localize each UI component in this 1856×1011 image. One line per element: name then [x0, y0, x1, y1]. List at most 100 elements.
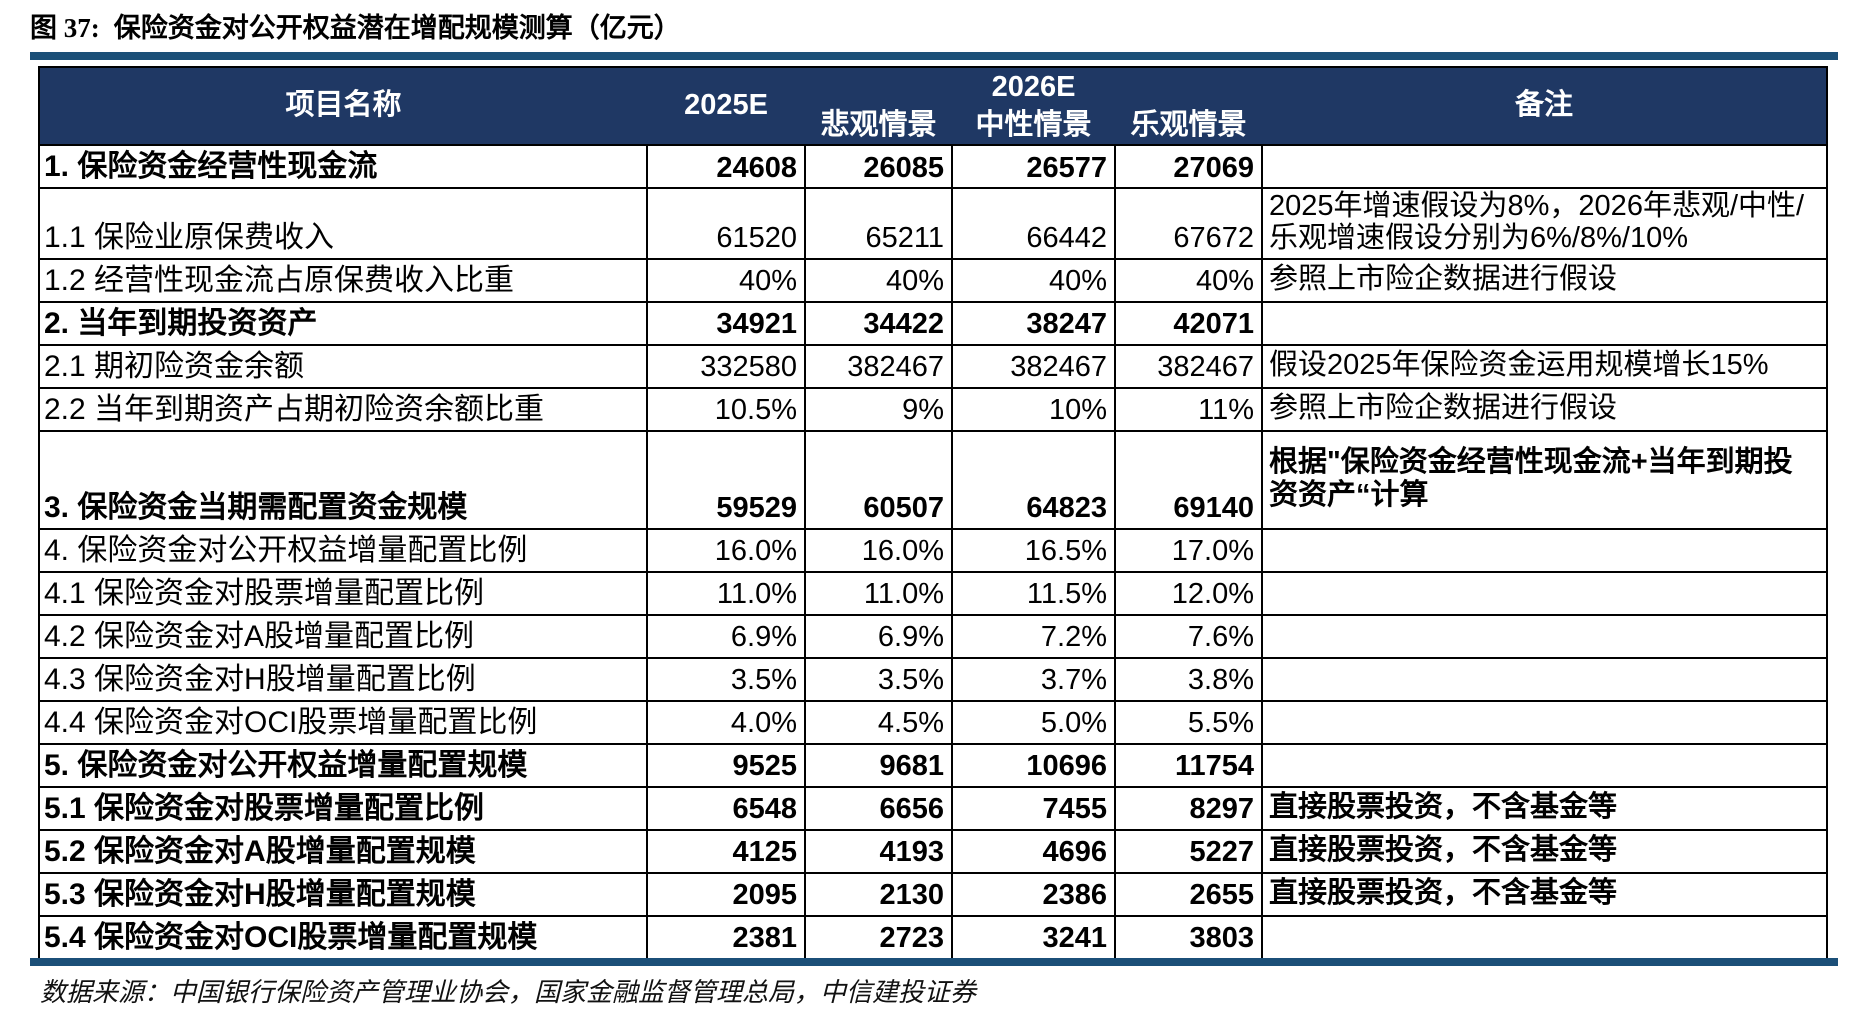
cell-remark: [1261, 742, 1828, 788]
table-row: 5.2 保险资金对A股增量配置规模 4125 4193 4696 5227 直接股票投资，…: [38, 828, 1828, 874]
cell-value: 66442: [951, 187, 1116, 260]
cell-remark: 参照上市险企数据进行假设: [1261, 257, 1828, 303]
cell-value: 5227: [1114, 828, 1263, 874]
cell-item-label: 5.3 保险资金对H股增量配置规模: [38, 871, 648, 917]
table-row: 4.2 保险资金对A股增量配置比例 6.9% 6.9% 7.2% 7.6%: [38, 613, 1828, 659]
cell-item-label: 2.1 期初险资金余额: [38, 343, 648, 389]
cell-value: 64823: [951, 429, 1116, 530]
table-header: 项目名称 2025E 2026E 备注 悲观情景 中性情景 乐观情景: [39, 67, 1827, 145]
cell-value: 26577: [951, 144, 1116, 189]
cell-value: 2723: [804, 914, 953, 960]
cell-remark: 根据"保险资金经营性现金流+当年到期投资资产“计算: [1261, 429, 1828, 530]
cell-item-label: 4.2 保险资金对A股增量配置比例: [38, 613, 648, 659]
cell-value: 382467: [1114, 343, 1263, 389]
table-row: 3. 保险资金当期需配置资金规模 59529 60507 64823 69140 根据"保…: [38, 429, 1828, 530]
cell-value: 3.5%: [804, 656, 953, 702]
table-row: 2.1 期初险资金余额 332580 382467 382467 382467 假设202…: [38, 343, 1828, 389]
cell-remark: [1261, 144, 1828, 189]
cell-value: 34422: [804, 300, 953, 346]
cell-value: 4.5%: [804, 699, 953, 745]
cell-item-label: 4.4 保险资金对OCI股票增量配置比例: [38, 699, 648, 745]
cell-value: 17.0%: [1114, 527, 1263, 573]
cell-value: 4.0%: [646, 699, 806, 745]
header-row-scenarios: 悲观情景 中性情景 乐观情景: [39, 107, 1827, 145]
bottom-divider-rule: [30, 958, 1838, 966]
cell-value: 27069: [1114, 144, 1263, 189]
cell-value: 2655: [1114, 871, 1263, 917]
cell-value: 40%: [951, 257, 1116, 303]
data-source-note: 数据来源：中国银行保险资产管理业协会，国家金融监督管理总局，中信建投证券: [40, 978, 977, 1007]
cell-value: 61520: [646, 187, 806, 260]
cell-value: 7.2%: [951, 613, 1116, 659]
estimation-table: 项目名称 2025E 2026E 备注 悲观情景 中性情景 乐观情景 1. 保险…: [38, 66, 1828, 960]
cell-value: 11.5%: [951, 570, 1116, 616]
cell-item-label: 5.4 保险资金对OCI股票增量配置规模: [38, 914, 648, 960]
cell-value: 382467: [951, 343, 1116, 389]
cell-item-label: 4.3 保险资金对H股增量配置比例: [38, 656, 648, 702]
cell-item-label: 1.2 经营性现金流占原保费收入比重: [38, 257, 648, 303]
cell-value: 59529: [646, 429, 806, 530]
cell-value: 382467: [804, 343, 953, 389]
table-row: 5.1 保险资金对股票增量配置比例 6548 6656 7455 8297 直接股票投资，…: [38, 785, 1828, 831]
cell-remark: [1261, 300, 1828, 346]
cell-remark: [1261, 613, 1828, 659]
cell-value: 16.0%: [804, 527, 953, 573]
title-divider-rule: [30, 52, 1838, 60]
table-row: 5. 保险资金对公开权益增量配置规模 9525 9681 10696 11754: [38, 742, 1828, 788]
cell-item-label: 5.1 保险资金对股票增量配置比例: [38, 785, 648, 831]
cell-value: 65211: [804, 187, 953, 260]
cell-value: 2386: [951, 871, 1116, 917]
figure-title-text: 保险资金对公开权益潜在增配规模测算（亿元）: [113, 13, 681, 43]
cell-value: 3803: [1114, 914, 1263, 960]
header-scenario-pessimistic: 悲观情景: [805, 107, 952, 145]
cell-value: 7455: [951, 785, 1116, 831]
cell-value: 5.5%: [1114, 699, 1263, 745]
cell-value: 6656: [804, 785, 953, 831]
cell-item-label: 2.2 当年到期资产占期初险资余额比重: [38, 386, 648, 432]
cell-value: 11.0%: [646, 570, 806, 616]
cell-value: 10%: [951, 386, 1116, 432]
header-row-top: 项目名称 2025E 2026E 备注: [39, 67, 1827, 145]
cell-remark: 直接股票投资，不含基金等: [1261, 871, 1828, 917]
table-row: 2.2 当年到期资产占期初险资余额比重 10.5% 9% 10% 11% 参照上市险企数据…: [38, 386, 1828, 432]
cell-value: 11%: [1114, 386, 1263, 432]
table-row: 4.3 保险资金对H股增量配置比例 3.5% 3.5% 3.7% 3.8%: [38, 656, 1828, 702]
cell-remark: [1261, 699, 1828, 745]
cell-value: 26085: [804, 144, 953, 189]
cell-value: 6.9%: [804, 613, 953, 659]
table-row: 5.3 保险资金对H股增量配置规模 2095 2130 2386 2655 直接股票投资，…: [38, 871, 1828, 917]
cell-remark: 参照上市险企数据进行假设: [1261, 386, 1828, 432]
cell-item-label: 5.2 保险资金对A股增量配置规模: [38, 828, 648, 874]
table-row: 4.1 保险资金对股票增量配置比例 11.0% 11.0% 11.5% 12.0%: [38, 570, 1828, 616]
table-body: 1. 保险资金经营性现金流 24608 26085 26577 27069 1.1 保险业…: [38, 144, 1828, 960]
cell-item-label: 2. 当年到期投资资产: [38, 300, 648, 346]
table-row: 4.4 保险资金对OCI股票增量配置比例 4.0% 4.5% 5.0% 5.5%: [38, 699, 1828, 745]
cell-item-label: 4. 保险资金对公开权益增量配置比例: [38, 527, 648, 573]
cell-value: 9%: [804, 386, 953, 432]
cell-value: 3241: [951, 914, 1116, 960]
cell-item-label: 5. 保险资金对公开权益增量配置规模: [38, 742, 648, 788]
cell-value: 4125: [646, 828, 806, 874]
cell-remark: 2025年增速假设为8%，2026年悲观/中性/乐观增速假设分别为6%/8%/1…: [1261, 187, 1828, 260]
cell-value: 7.6%: [1114, 613, 1263, 659]
cell-value: 40%: [646, 257, 806, 303]
cell-item-label: 1.1 保险业原保费收入: [38, 187, 648, 260]
cell-value: 9681: [804, 742, 953, 788]
cell-value: 40%: [804, 257, 953, 303]
table-row: 1.2 经营性现金流占原保费收入比重 40% 40% 40% 40% 参照上市险企数据进行…: [38, 257, 1828, 303]
table-row: 4. 保险资金对公开权益增量配置比例 16.0% 16.0% 16.5% 17.0%: [38, 527, 1828, 573]
table-row: 5.4 保险资金对OCI股票增量配置规模 2381 2723 3241 3803: [38, 914, 1828, 960]
header-remark: 备注: [1262, 67, 1827, 145]
cell-value: 9525: [646, 742, 806, 788]
cell-value: 12.0%: [1114, 570, 1263, 616]
cell-value: 4696: [951, 828, 1116, 874]
cell-value: 11.0%: [804, 570, 953, 616]
cell-value: 5.0%: [951, 699, 1116, 745]
cell-remark: [1261, 570, 1828, 616]
table-row: 2. 当年到期投资资产 34921 34422 38247 42071: [38, 300, 1828, 346]
cell-remark: 直接股票投资，不含基金等: [1261, 785, 1828, 831]
cell-value: 38247: [951, 300, 1116, 346]
cell-remark: 假设2025年保险资金运用规模增长15%: [1261, 343, 1828, 389]
header-item-name: 项目名称: [39, 67, 647, 145]
cell-value: 3.7%: [951, 656, 1116, 702]
